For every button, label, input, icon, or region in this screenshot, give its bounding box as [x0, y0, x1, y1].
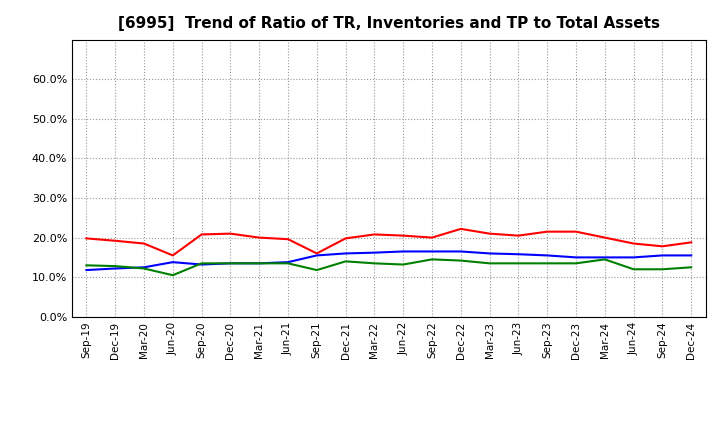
Inventories [687, 253, 696, 258]
Title: [6995]  Trend of Ratio of TR, Inventories and TP to Total Assets: [6995] Trend of Ratio of TR, Inventories… [118, 16, 660, 32]
Trade Payables [82, 263, 91, 268]
Trade Payables [485, 260, 494, 266]
Inventories [284, 260, 292, 265]
Inventories [111, 266, 120, 271]
Inventories [600, 255, 609, 260]
Trade Payables [629, 267, 638, 272]
Trade Payables [687, 264, 696, 270]
Trade Receivables [658, 244, 667, 249]
Trade Receivables [284, 237, 292, 242]
Trade Receivables [456, 226, 465, 231]
Trade Payables [658, 267, 667, 272]
Trade Receivables [687, 240, 696, 245]
Trade Payables [140, 266, 148, 271]
Inventories [197, 262, 206, 267]
Trade Receivables [111, 238, 120, 243]
Trade Receivables [82, 236, 91, 241]
Inventories [572, 255, 580, 260]
Trade Receivables [168, 253, 177, 258]
Trade Receivables [197, 232, 206, 237]
Trade Payables [428, 257, 436, 262]
Trade Receivables [543, 229, 552, 234]
Inventories [428, 249, 436, 254]
Inventories [485, 251, 494, 256]
Trade Receivables [600, 235, 609, 240]
Inventories [514, 252, 523, 257]
Inventories [255, 260, 264, 266]
Inventories [82, 268, 91, 273]
Trade Receivables [629, 241, 638, 246]
Trade Payables [312, 268, 321, 273]
Trade Payables [255, 260, 264, 266]
Trade Payables [341, 259, 350, 264]
Line: Trade Payables: Trade Payables [86, 259, 691, 275]
Inventories [370, 250, 379, 255]
Trade Receivables [485, 231, 494, 236]
Trade Payables [543, 260, 552, 266]
Trade Receivables [514, 233, 523, 238]
Trade Receivables [572, 229, 580, 234]
Trade Payables [197, 260, 206, 266]
Inventories [140, 264, 148, 270]
Inventories [312, 253, 321, 258]
Inventories [168, 260, 177, 265]
Inventories [341, 251, 350, 256]
Trade Receivables [140, 241, 148, 246]
Inventories [629, 255, 638, 260]
Trade Receivables [370, 232, 379, 237]
Trade Payables [226, 260, 235, 266]
Trade Payables [600, 257, 609, 262]
Inventories [658, 253, 667, 258]
Trade Receivables [341, 236, 350, 241]
Trade Payables [111, 264, 120, 269]
Trade Payables [514, 260, 523, 266]
Trade Payables [399, 262, 408, 267]
Trade Receivables [399, 233, 408, 238]
Trade Receivables [312, 251, 321, 256]
Inventories [543, 253, 552, 258]
Line: Trade Receivables: Trade Receivables [86, 229, 691, 255]
Inventories [456, 249, 465, 254]
Inventories [226, 260, 235, 266]
Inventories [399, 249, 408, 254]
Trade Payables [284, 260, 292, 266]
Trade Payables [370, 260, 379, 266]
Trade Receivables [255, 235, 264, 240]
Trade Payables [456, 258, 465, 263]
Trade Payables [572, 260, 580, 266]
Trade Receivables [428, 235, 436, 240]
Trade Payables [168, 272, 177, 278]
Line: Inventories: Inventories [86, 251, 691, 270]
Trade Receivables [226, 231, 235, 236]
